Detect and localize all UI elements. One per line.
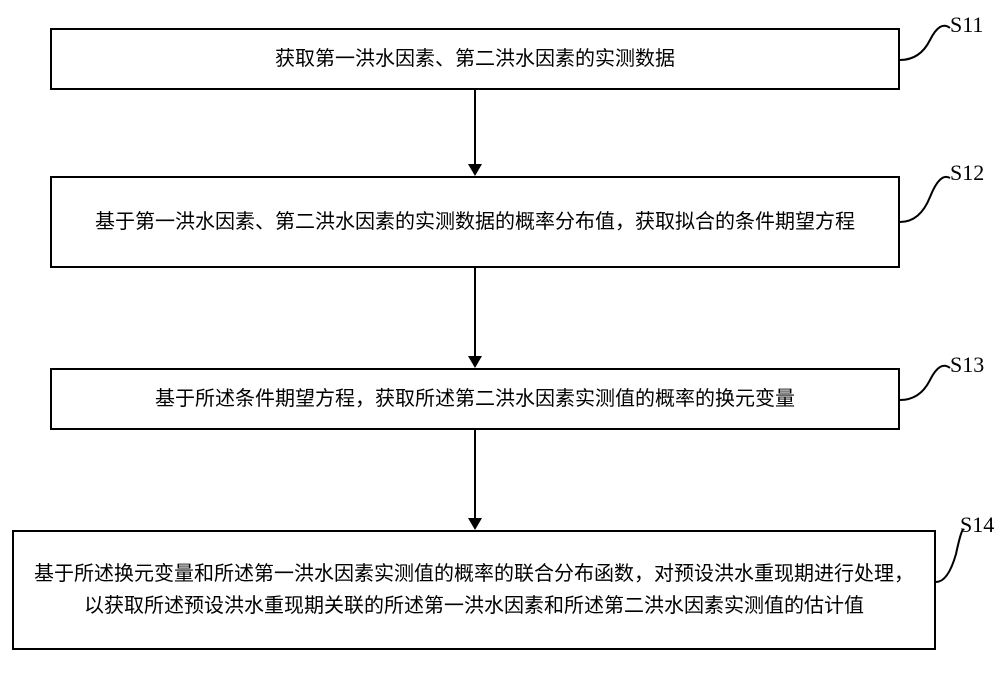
- step-label-s14: S14: [960, 512, 994, 538]
- node-text: 基于所述条件期望方程，获取所述第二洪水因素实测值的概率的换元变量: [155, 383, 795, 415]
- flowchart-node-s11: 获取第一洪水因素、第二洪水因素的实测数据: [50, 28, 900, 90]
- flowchart-node-s14: 基于所述换元变量和所述第一洪水因素实测值的概率的联合分布函数，对预设洪水重现期进…: [12, 530, 936, 650]
- node-text: 获取第一洪水因素、第二洪水因素的实测数据: [275, 43, 675, 75]
- node-text: 基于所述换元变量和所述第一洪水因素实测值的概率的联合分布函数，对预设洪水重现期进…: [34, 558, 914, 622]
- step-label-s11: S11: [950, 12, 983, 38]
- flowchart-node-s13: 基于所述条件期望方程，获取所述第二洪水因素实测值的概率的换元变量: [50, 368, 900, 430]
- node-text: 基于第一洪水因素、第二洪水因素的实测数据的概率分布值，获取拟合的条件期望方程: [95, 206, 855, 238]
- step-label-s12: S12: [950, 160, 984, 186]
- step-label-s13: S13: [950, 352, 984, 378]
- flowchart-container: 获取第一洪水因素、第二洪水因素的实测数据 S11 基于第一洪水因素、第二洪水因素…: [0, 0, 1000, 684]
- flowchart-node-s12: 基于第一洪水因素、第二洪水因素的实测数据的概率分布值，获取拟合的条件期望方程: [50, 176, 900, 268]
